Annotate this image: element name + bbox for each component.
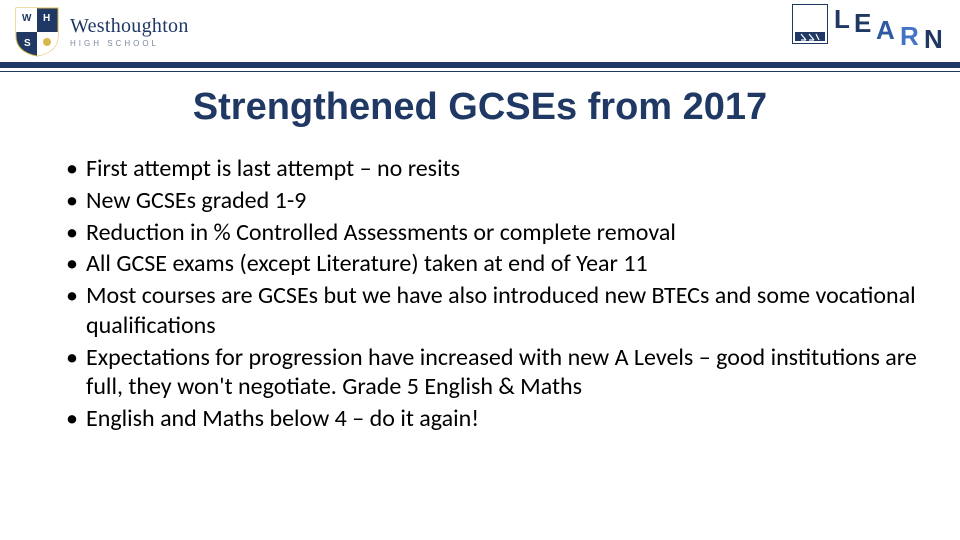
learn-word: LEARN <box>834 4 950 48</box>
bullet-text: Most courses are GCSEs but we have also … <box>86 281 920 341</box>
bullet-dot-icon: • <box>66 218 86 248</box>
bullet-item: •New GCSEs graded 1-9 <box>66 186 920 216</box>
slide-title: Strengthened GCSEs from 2017 <box>0 86 960 129</box>
school-text: Westhoughton HIGH SCHOOL <box>70 16 189 48</box>
learn-letter: A <box>876 15 895 46</box>
learn-badge-icon <box>792 4 828 44</box>
header-divider-thin <box>0 71 960 72</box>
bullet-item: •Expectations for progression have incre… <box>66 343 920 403</box>
bullet-dot-icon: • <box>66 404 86 434</box>
learn-letter: N <box>924 24 943 55</box>
svg-text:S: S <box>24 38 31 49</box>
learn-logo-block: LEARN <box>792 4 950 48</box>
header: W H S Westhoughton HIGH SCHOOL <box>0 0 960 75</box>
bullet-dot-icon: • <box>66 154 86 184</box>
bullet-dot-icon: • <box>66 343 86 373</box>
bullet-text: Expectations for progression have increa… <box>86 343 920 403</box>
school-subtitle: HIGH SCHOOL <box>70 40 189 48</box>
bullet-text: New GCSEs graded 1-9 <box>86 186 920 216</box>
slide: W H S Westhoughton HIGH SCHOOL <box>0 0 960 540</box>
bullet-text: First attempt is last attempt – no resit… <box>86 154 920 184</box>
bullet-dot-icon: • <box>66 186 86 216</box>
bullet-list: •First attempt is last attempt – no resi… <box>66 154 920 436</box>
bullet-dot-icon: • <box>66 249 86 279</box>
bullet-item: •First attempt is last attempt – no resi… <box>66 154 920 184</box>
svg-text:H: H <box>43 13 50 24</box>
learn-letter: E <box>854 8 871 39</box>
bullet-text: Reduction in % Controlled Assessments or… <box>86 218 920 248</box>
learn-letter: R <box>900 21 919 52</box>
bullet-item: •All GCSE exams (except Literature) take… <box>66 249 920 279</box>
bullet-item: •Most courses are GCSEs but we have also… <box>66 281 920 341</box>
school-logo-block: W H S Westhoughton HIGH SCHOOL <box>14 6 189 58</box>
bullet-text: All GCSE exams (except Literature) taken… <box>86 249 920 279</box>
bullet-item: •Reduction in % Controlled Assessments o… <box>66 218 920 248</box>
header-divider-thick <box>0 62 960 68</box>
school-name: Westhoughton <box>70 16 189 36</box>
learn-letter: L <box>834 4 850 35</box>
svg-text:W: W <box>22 13 32 24</box>
bullet-text: English and Maths below 4 – do it again! <box>86 404 920 434</box>
bullet-dot-icon: • <box>66 281 86 311</box>
bullet-item: •English and Maths below 4 – do it again… <box>66 404 920 434</box>
school-shield-icon: W H S <box>14 6 60 58</box>
